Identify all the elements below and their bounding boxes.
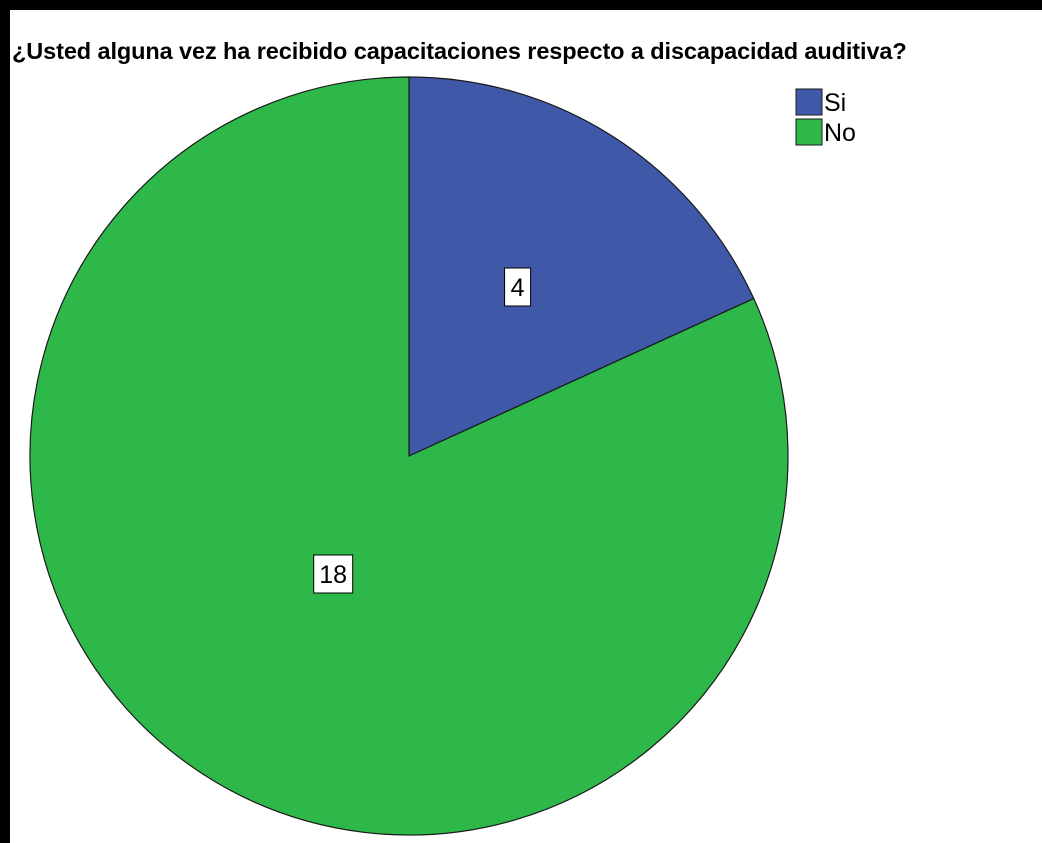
data-label-box	[313, 554, 354, 594]
legend-item-si: Si	[795, 88, 846, 117]
data-label-value: 18	[319, 561, 347, 589]
legend-label: Si	[824, 89, 846, 117]
legend-swatch	[795, 88, 823, 116]
pie-slice-si	[408, 76, 755, 457]
chart-title: ¿Usted alguna vez ha recibido capacitaci…	[12, 38, 907, 64]
data-label-no: 18	[313, 554, 354, 594]
legend-label: No	[824, 119, 856, 147]
data-label-value: 4	[511, 274, 525, 302]
pie-slices	[29, 76, 789, 836]
pie-slice-no	[29, 76, 789, 836]
legend-swatch	[795, 118, 823, 146]
data-label-box	[504, 267, 532, 307]
data-label-si: 4	[504, 267, 532, 307]
legend-item-no: No	[795, 118, 856, 147]
data-labels: 4 18	[313, 267, 532, 594]
